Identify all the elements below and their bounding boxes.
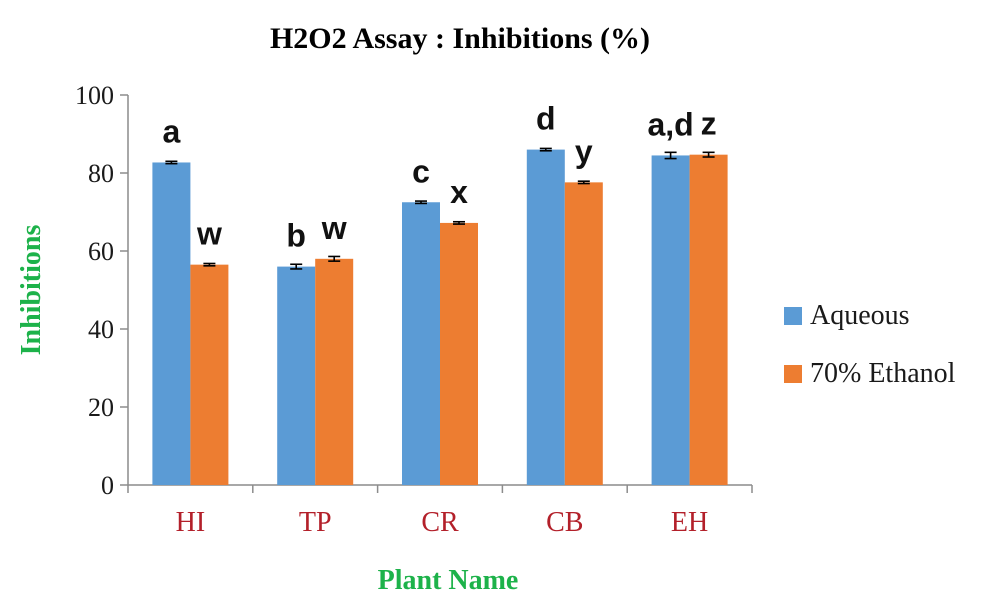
error-bars: [165, 147, 715, 270]
y-tick-label: 40: [88, 315, 114, 344]
bar-ethanol: [440, 222, 478, 486]
bar-ethanol: [190, 264, 229, 485]
x-category-label: CR: [421, 507, 459, 538]
bar-aqueous: [277, 266, 316, 485]
significance-letter: c: [412, 153, 430, 189]
significance-labels: a b c d a,d w w x y z: [163, 101, 717, 254]
x-category-label: HI: [176, 507, 206, 538]
significance-letter: d: [536, 101, 556, 137]
significance-letter: a,d: [647, 106, 693, 142]
y-tick-label: 100: [75, 81, 114, 110]
significance-letter: y: [575, 133, 593, 169]
significance-letter: w: [196, 216, 222, 252]
bar-aqueous: [152, 162, 191, 485]
bar-ethanol: [689, 154, 728, 486]
x-category-label: TP: [299, 507, 332, 538]
significance-letter: x: [450, 174, 468, 210]
legend-swatch: [784, 307, 802, 325]
y-tick-label: 20: [88, 393, 114, 422]
significance-letter: b: [286, 218, 306, 254]
legend: Aqueous 70% Ethanol: [784, 300, 956, 389]
x-axis-title: Plant Name: [378, 565, 519, 596]
x-category-label: CB: [546, 507, 583, 538]
y-tick-label: 80: [88, 159, 114, 188]
bars: [152, 149, 728, 486]
significance-letter: a: [163, 113, 181, 149]
y-axis: 0 20 40 60 80 100: [75, 81, 129, 500]
bar-aqueous: [526, 149, 565, 485]
x-category-label: EH: [671, 507, 708, 538]
legend-swatch: [784, 365, 802, 383]
y-tick-label: 60: [88, 237, 114, 266]
significance-letter: w: [321, 210, 347, 246]
x-axis: HI TP CR CB EH: [127, 484, 753, 538]
y-axis-title: Inhibitions: [16, 225, 47, 356]
bar-aqueous: [651, 155, 690, 485]
y-tick-label: 0: [101, 471, 114, 500]
legend-label: 70% Ethanol: [810, 358, 956, 389]
significance-letter: z: [701, 106, 717, 142]
bar-ethanol: [315, 258, 354, 485]
bar-aqueous: [402, 202, 440, 485]
chart-title: H2O2 Assay : Inhibitions (%): [270, 22, 650, 55]
bar-ethanol: [564, 182, 603, 486]
legend-label: Aqueous: [810, 300, 910, 331]
